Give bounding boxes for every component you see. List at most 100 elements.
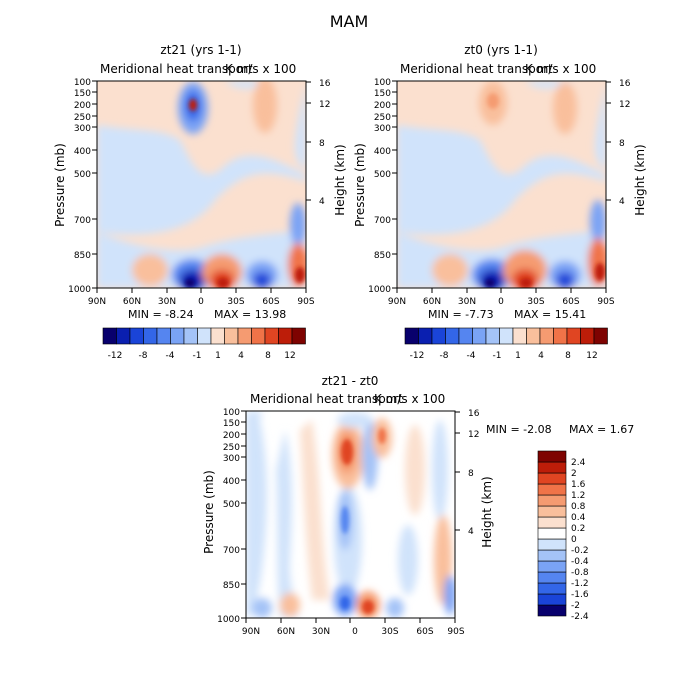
colorbar-swatch xyxy=(537,582,567,595)
contour-field xyxy=(246,411,455,618)
colorbar-swatch xyxy=(418,327,433,345)
contour-band xyxy=(295,81,306,170)
contour-band xyxy=(189,99,197,111)
colorbar-tick-label: 2.4 xyxy=(571,458,586,468)
colorbar-tick-label: 2 xyxy=(571,469,577,479)
y2-tick-label: 8 xyxy=(319,139,325,149)
colorbar-tick-label: -1 xyxy=(193,351,202,361)
y-tick-label: 400 xyxy=(223,477,240,487)
colorbar-swatch xyxy=(566,327,581,345)
x-tick-label: 60S xyxy=(562,297,579,307)
colorbar-swatch xyxy=(485,327,500,345)
contour-band xyxy=(253,272,271,288)
contour-band xyxy=(341,506,349,534)
x-tick-label: 30N xyxy=(458,297,476,307)
colorbar-swatch xyxy=(537,516,567,529)
colorbar-tick-label: -1.2 xyxy=(571,579,589,589)
x-tick-label: 90S xyxy=(447,627,464,637)
max-label: MAX = 15.41 xyxy=(514,308,586,321)
y-tick-label: 200 xyxy=(374,101,391,111)
y2-tick-label: 12 xyxy=(319,100,330,110)
contour-band xyxy=(217,278,229,288)
contour-field xyxy=(397,81,606,288)
y-tick-label: 150 xyxy=(223,419,240,429)
colorbar-tick-label: 1 xyxy=(515,351,521,361)
colorbar-swatch xyxy=(170,327,185,345)
x-tick-label: 60N xyxy=(423,297,441,307)
y-tick-label: 300 xyxy=(223,454,240,464)
x-tick-label: 30S xyxy=(227,297,244,307)
y-tick-label: 850 xyxy=(74,251,91,261)
colorbar-swatch xyxy=(129,327,144,345)
colorbar-tick-label: 4 xyxy=(538,351,544,361)
y2-tick-label: 12 xyxy=(468,430,479,440)
contour-band xyxy=(444,575,455,615)
y-axis: 100 150 200 250 300 400 500 700 850 1000… xyxy=(202,408,246,625)
panel-title: zt0 (yrs 1-1) xyxy=(464,43,538,57)
contour-band xyxy=(337,412,373,428)
y-tick-label: 150 xyxy=(74,89,91,99)
contour-band xyxy=(520,278,532,288)
y2-tick-label: 4 xyxy=(619,197,625,207)
colorbar-swatch xyxy=(224,327,239,345)
contour-band xyxy=(485,279,495,287)
colorbar-tick-label: -4 xyxy=(467,351,476,361)
colorbar-swatch xyxy=(553,327,568,345)
colorbar-tick-label: -1.6 xyxy=(571,590,589,600)
colorbar-tick-label: -2.4 xyxy=(571,612,589,622)
y2-axis-label: Height (km) xyxy=(633,144,647,215)
colorbar-tick-label: 8 xyxy=(265,351,271,361)
y-tick-label: 100 xyxy=(374,78,391,88)
colorbar-tick-label: -0.2 xyxy=(571,546,589,556)
panel-zt0: zt0 (yrs 1-1) Meridional heat transport … xyxy=(353,43,647,361)
colorbar-swatch xyxy=(512,327,527,345)
y-tick-label: 700 xyxy=(74,216,91,226)
x-tick-label: 60N xyxy=(123,297,141,307)
y-tick-label: 700 xyxy=(374,216,391,226)
x-tick-label: 0 xyxy=(498,297,504,307)
colorbar-tick-label: 12 xyxy=(284,351,295,361)
colorbar-swatch xyxy=(537,549,567,562)
x-tick-label: 90S xyxy=(597,297,614,307)
contour-band xyxy=(340,596,350,610)
contour-band xyxy=(132,254,168,286)
colorbar-tick-label: -12 xyxy=(108,351,123,361)
colorbar-swatch xyxy=(537,461,567,474)
colorbar-swatch xyxy=(472,327,487,345)
colorbar: -12 -8 -4 -1 1 4 8 12 xyxy=(102,327,306,361)
y-axis: 100 150 200 250 300 400 500 700 850 1000… xyxy=(353,78,397,295)
panel-diff: zt21 - zt0 Meridional heat transport K m… xyxy=(202,374,634,637)
x-tick-label: 90N xyxy=(242,627,260,637)
colorbar-swatch xyxy=(537,483,567,496)
colorbar-swatch xyxy=(537,593,567,606)
colorbar-tick-label: 4 xyxy=(238,351,244,361)
colorbar-swatch xyxy=(251,327,266,345)
y2-tick-label: 4 xyxy=(468,527,474,537)
contour-band xyxy=(405,425,425,515)
contour-band xyxy=(295,267,305,283)
colorbar-swatch xyxy=(537,538,567,551)
colorbar-swatch xyxy=(291,327,306,345)
colorbar-tick-label: 0 xyxy=(571,535,577,545)
colorbar-swatch xyxy=(237,327,252,345)
y-tick-label: 100 xyxy=(223,408,240,418)
y2-axis: 16 12 8 4 Height (km) xyxy=(606,79,647,216)
colorbar-swatch xyxy=(143,327,158,345)
colorbar-swatch xyxy=(537,527,567,540)
contour-band xyxy=(398,525,418,595)
x-tick-label: 90S xyxy=(297,297,314,307)
contour-band xyxy=(378,428,386,444)
y-tick-label: 1000 xyxy=(217,615,240,625)
contour-band xyxy=(246,411,267,618)
max-label: MAX = 1.67 xyxy=(569,423,634,436)
colorbar-swatch xyxy=(537,571,567,584)
contour-band xyxy=(553,82,577,134)
colorbar-swatch xyxy=(539,327,554,345)
contour-band xyxy=(487,93,499,109)
y2-tick-label: 8 xyxy=(619,139,625,149)
colorbar-swatch xyxy=(537,450,567,463)
colorbar-tick-label: 0.8 xyxy=(571,502,586,512)
x-tick-label: 60S xyxy=(262,297,279,307)
y-tick-label: 400 xyxy=(374,147,391,157)
